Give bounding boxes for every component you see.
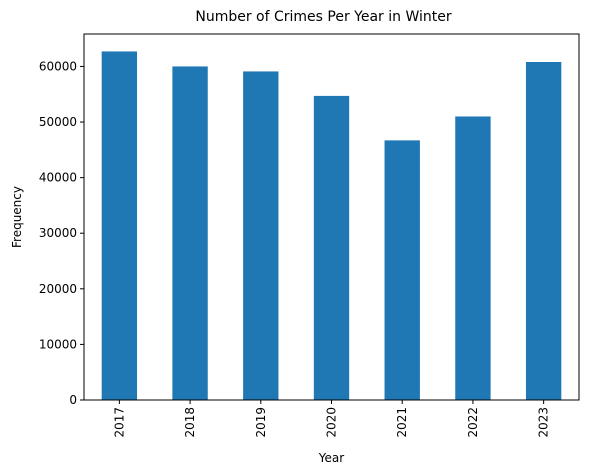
chart-title: Number of Crimes Per Year in Winter (195, 9, 452, 25)
y-tick-label: 20000 (39, 282, 77, 296)
y-tick-label: 40000 (39, 171, 77, 185)
x-tick-label: 2022 (466, 407, 480, 438)
bar-2023 (525, 61, 562, 401)
x-tick-label: 2017 (112, 407, 126, 438)
bar-2018 (172, 66, 208, 400)
bar-2020 (313, 95, 350, 401)
bar-2017 (101, 51, 138, 401)
bars-group (101, 51, 562, 401)
x-axis-label: Year (318, 451, 344, 465)
y-tick-label: 0 (69, 393, 77, 407)
x-tick-label: 2018 (183, 407, 197, 438)
bar-2019 (243, 71, 279, 400)
x-tick-label: 2019 (254, 407, 268, 438)
bar-2022 (455, 116, 491, 400)
x-tick-label: 2020 (325, 407, 339, 438)
y-tick-label: 50000 (39, 115, 77, 129)
y-tick-label: 10000 (39, 337, 77, 351)
y-tick-label: 60000 (39, 59, 77, 73)
x-tick-label: 2023 (537, 407, 551, 438)
y-tick-label: 30000 (39, 226, 77, 240)
bar-2021 (384, 140, 420, 400)
y-axis-ticks: 0 10000 20000 30000 40000 50000 60000 (39, 59, 84, 407)
plot-frame (83, 33, 580, 401)
x-tick-label: 2021 (395, 407, 409, 438)
x-axis-ticks: 2017 2018 2019 2020 2021 2022 2023 (112, 400, 551, 438)
y-axis-label: Frequency (10, 186, 24, 248)
